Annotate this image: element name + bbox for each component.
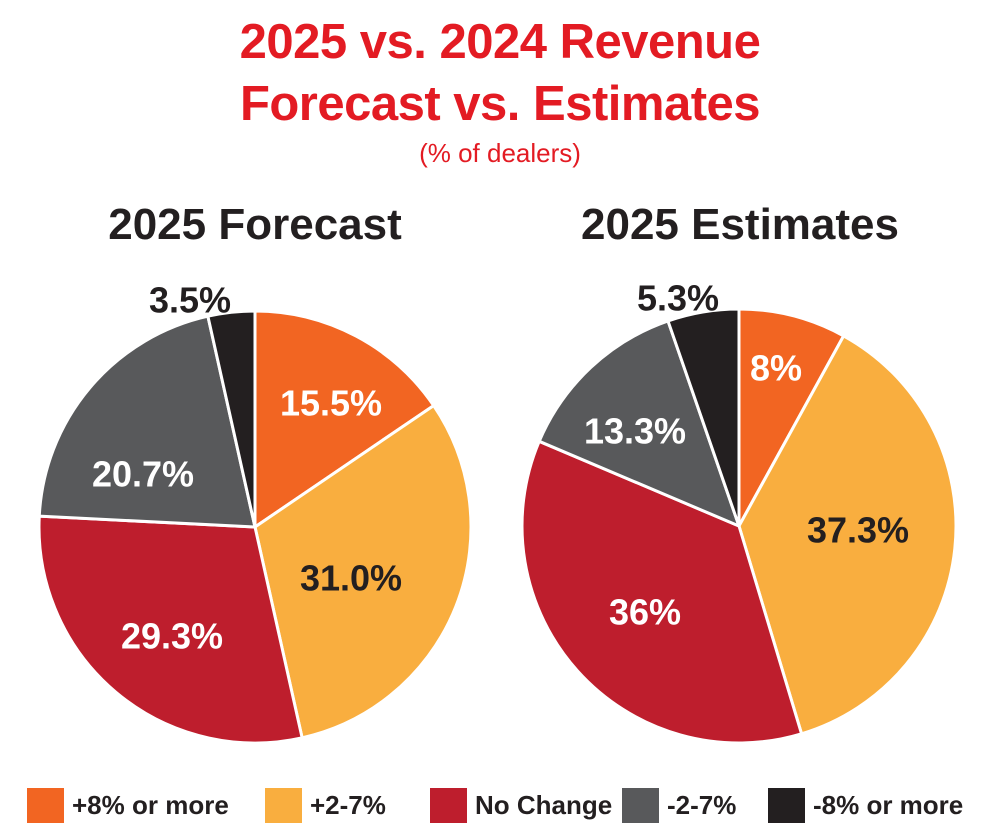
pie-slice-plus-8-or-more bbox=[253, 309, 436, 529]
pie-slice-no-change bbox=[520, 439, 804, 745]
data-label-no-change: 29.3% bbox=[121, 616, 223, 657]
estimates-pie-title: 2025 Estimates bbox=[581, 200, 899, 249]
legend-label: -2-7% bbox=[667, 789, 737, 820]
legend-label: No Change bbox=[475, 789, 613, 820]
pie-slice-minus-8-or-more bbox=[666, 307, 741, 528]
pie-slice-no-change bbox=[37, 514, 304, 745]
legend-swatch bbox=[27, 787, 64, 823]
data-label-minus-2-7: 13.3% bbox=[584, 411, 686, 452]
pie-slice-plus-8-or-more bbox=[737, 307, 846, 528]
forecast-pie: 15.5% 31.0% 29.3% 20.7% 3.5% bbox=[37, 280, 473, 745]
data-label-no-change: 36% bbox=[609, 592, 681, 633]
legend-item-minus-8-or-more: -8% or more bbox=[768, 785, 963, 825]
data-label-minus-8-or-more: 3.5% bbox=[149, 280, 231, 321]
legend-item-plus-8-or-more: +8% or more bbox=[27, 785, 229, 825]
legend-item-no-change: No Change bbox=[430, 785, 612, 825]
data-label-plus-8-or-more: 8% bbox=[750, 348, 802, 389]
data-label-minus-8-or-more: 5.3% bbox=[637, 278, 719, 319]
legend-label: +2-7% bbox=[310, 789, 386, 820]
pie-slice-plus-2-7 bbox=[253, 404, 473, 740]
legend-item-minus-2-7: -2-7% bbox=[622, 785, 736, 825]
chart-title-line2: Forecast vs. Estimates bbox=[239, 77, 761, 131]
chart-title-line1: 2025 vs. 2024 Revenue bbox=[239, 15, 761, 69]
legend-swatch bbox=[768, 787, 805, 823]
pie-slice-minus-2-7 bbox=[37, 314, 257, 529]
pie-charts: 15.5% 31.0% 29.3% 20.7% 3.5% 8% 37.3% 36% 13.3%… bbox=[37, 278, 958, 745]
legend-swatch bbox=[430, 787, 467, 823]
legend-item-plus-2-7: +2-7% bbox=[265, 785, 386, 825]
pie-slice-minus-2-7 bbox=[537, 319, 741, 528]
pie-slice-minus-8-or-more bbox=[206, 309, 257, 529]
data-label-plus-2-7: 37.3% bbox=[807, 510, 909, 551]
legend-swatch bbox=[622, 787, 659, 823]
legend-label: +8% or more bbox=[72, 789, 229, 820]
data-label-plus-2-7: 31.0% bbox=[300, 558, 402, 599]
data-label-minus-2-7: 20.7% bbox=[92, 454, 194, 495]
legend-swatch bbox=[265, 787, 302, 823]
forecast-pie-title: 2025 Forecast bbox=[108, 200, 402, 249]
estimates-pie: 8% 37.3% 36% 13.3% 5.3% bbox=[520, 278, 958, 745]
legend-label: -8% or more bbox=[813, 789, 964, 820]
legend: +8% or more +2-7% No Change -2-7% -8% or… bbox=[0, 785, 1000, 825]
chart-subtitle: (% of dealers) bbox=[419, 138, 581, 168]
data-label-plus-8-or-more: 15.5% bbox=[280, 383, 382, 424]
pie-slice-plus-2-7 bbox=[737, 334, 958, 736]
